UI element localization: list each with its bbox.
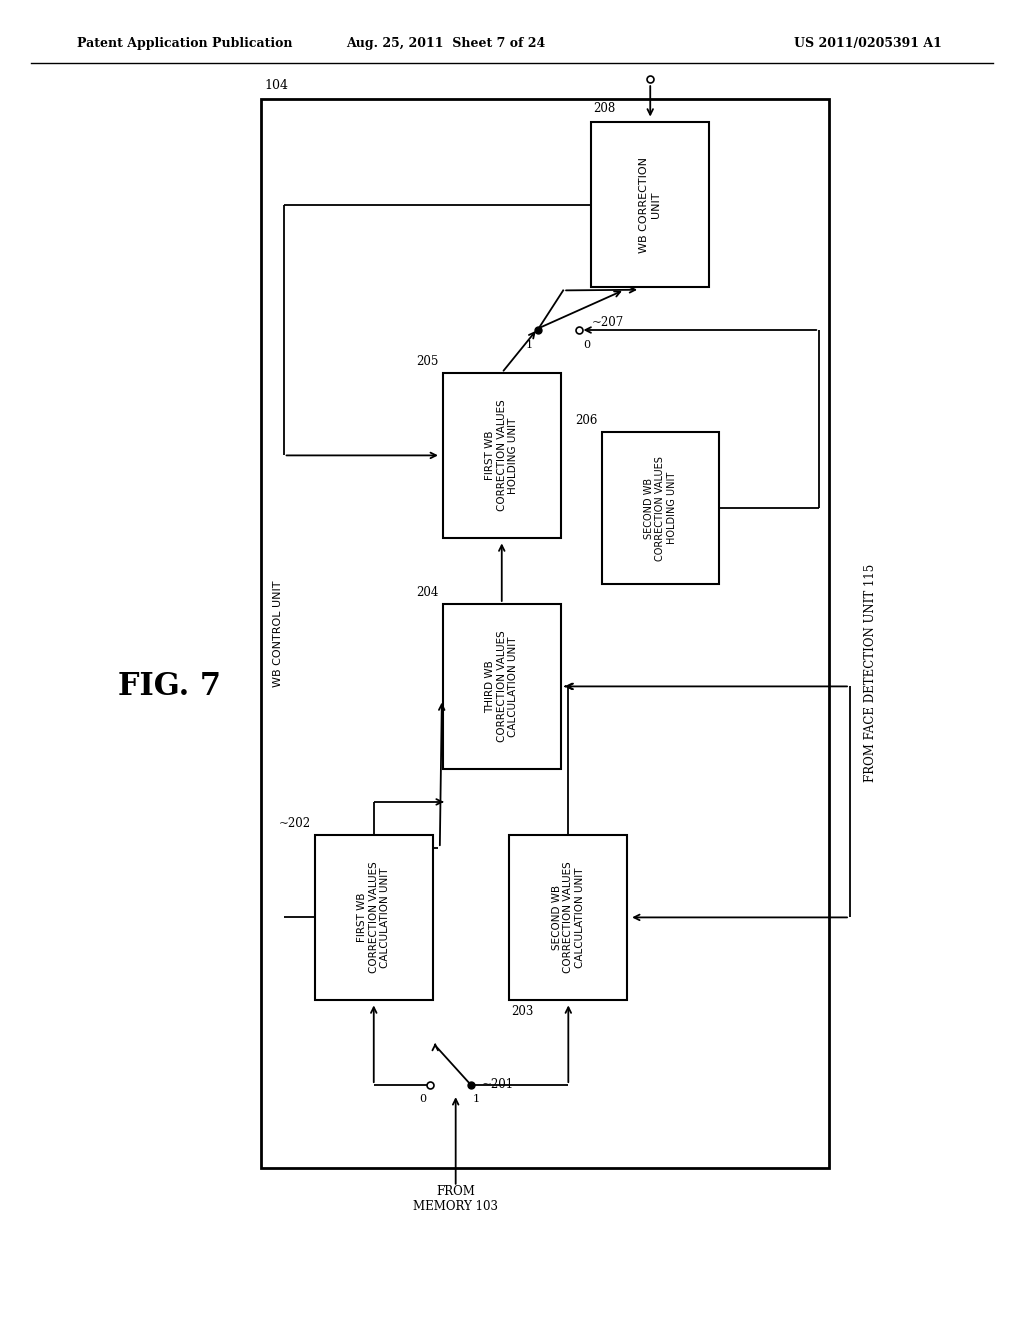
Text: FROM
MEMORY 103: FROM MEMORY 103 — [413, 1185, 499, 1213]
Bar — [442, 372, 561, 539]
Bar — [592, 123, 709, 288]
Text: ~207: ~207 — [592, 315, 624, 329]
Text: 208: 208 — [594, 103, 615, 116]
Text: Patent Application Publication: Patent Application Publication — [77, 37, 292, 50]
Text: Aug. 25, 2011  Sheet 7 of 24: Aug. 25, 2011 Sheet 7 of 24 — [346, 37, 545, 50]
Text: 104: 104 — [264, 79, 288, 92]
Text: FIRST WB
CORRECTION VALUES
HOLDING UNIT: FIRST WB CORRECTION VALUES HOLDING UNIT — [485, 400, 518, 511]
Text: 204: 204 — [417, 586, 438, 599]
Text: 0: 0 — [584, 341, 590, 351]
Text: US 2011/0205391 A1: US 2011/0205391 A1 — [795, 37, 942, 50]
Bar — [261, 99, 829, 1168]
Text: 1: 1 — [473, 1094, 479, 1105]
Text: FROM FACE DETECTION UNIT 115: FROM FACE DETECTION UNIT 115 — [864, 564, 877, 783]
Text: ~201: ~201 — [481, 1077, 513, 1090]
Text: 1: 1 — [526, 341, 532, 351]
Text: SECOND WB
CORRECTION VALUES
HOLDING UNIT: SECOND WB CORRECTION VALUES HOLDING UNIT — [644, 455, 677, 561]
Text: ~202: ~202 — [279, 817, 311, 830]
Text: THIRD WB
CORRECTION VALUES
CALCULATION UNIT: THIRD WB CORRECTION VALUES CALCULATION U… — [485, 631, 518, 742]
Text: 205: 205 — [417, 355, 438, 367]
Text: 0: 0 — [420, 1094, 426, 1105]
Text: WB CONTROL UNIT: WB CONTROL UNIT — [272, 581, 283, 686]
Bar — [315, 836, 432, 1001]
Text: FIG. 7: FIG. 7 — [118, 671, 221, 702]
Bar — [442, 605, 561, 768]
Text: SECOND WB
CORRECTION VALUES
CALCULATION UNIT: SECOND WB CORRECTION VALUES CALCULATION … — [552, 862, 585, 973]
Text: 206: 206 — [575, 414, 598, 428]
Bar — [510, 836, 627, 1001]
Text: WB CORRECTION
UNIT: WB CORRECTION UNIT — [639, 157, 662, 252]
Text: FIRST WB
CORRECTION VALUES
CALCULATION UNIT: FIRST WB CORRECTION VALUES CALCULATION U… — [357, 862, 390, 973]
Bar — [602, 433, 719, 583]
Text: 203: 203 — [512, 1006, 534, 1018]
